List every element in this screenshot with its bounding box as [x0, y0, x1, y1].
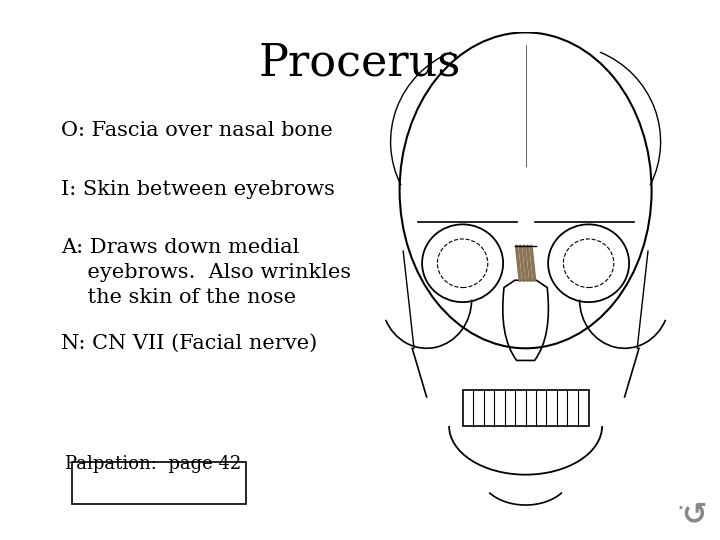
FancyBboxPatch shape	[72, 462, 246, 504]
Text: Palpation:  page 42: Palpation: page 42	[66, 455, 242, 473]
Text: Procerus: Procerus	[259, 42, 461, 85]
Bar	[463, 389, 589, 426]
Text: O: Fascia over nasal bone: O: Fascia over nasal bone	[61, 121, 333, 140]
Text: I: Skin between eyebrows: I: Skin between eyebrows	[61, 180, 335, 199]
Text: A: Draws down medial
    eyebrows.  Also wrinkles
    the skin of the nose: A: Draws down medial eyebrows. Also wrin…	[61, 238, 351, 307]
Text: ·: ·	[676, 497, 684, 521]
Text: ↺: ↺	[682, 500, 707, 529]
Text: N: CN VII (Facial nerve): N: CN VII (Facial nerve)	[61, 334, 318, 353]
